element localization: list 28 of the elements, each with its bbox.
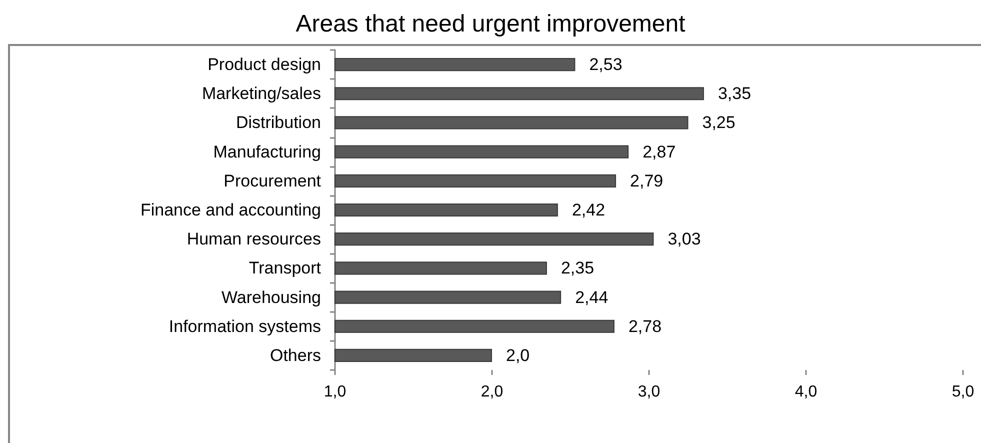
y-tick-label: Distribution bbox=[236, 113, 321, 132]
y-tick-label: Finance and accounting bbox=[140, 200, 321, 220]
y-tick-label: Product design bbox=[208, 55, 321, 74]
x-tick-label: 3,0 bbox=[638, 384, 660, 400]
x-tick-label: 2,0 bbox=[480, 384, 504, 400]
data-label: 3,25 bbox=[702, 113, 736, 132]
data-label: 2,44 bbox=[575, 288, 608, 307]
y-tick-label: Others bbox=[270, 346, 321, 365]
data-label: 3,35 bbox=[718, 84, 752, 104]
y-tick-label: Transport bbox=[248, 258, 322, 278]
data-label: 2,0 bbox=[506, 346, 530, 365]
chart-title: Areas that need urgent improvement bbox=[296, 10, 686, 38]
data-label: 2,42 bbox=[572, 200, 606, 220]
data-label: 2,53 bbox=[589, 55, 622, 74]
x-tick-label: 5,0 bbox=[952, 384, 974, 400]
y-tick-label: Warehousing bbox=[221, 288, 321, 307]
y-tick-label: Human resources bbox=[186, 230, 321, 249]
x-tick-label: 1,0 bbox=[324, 384, 346, 400]
data-label: 3,03 bbox=[668, 230, 701, 249]
x-tick-label: 4,0 bbox=[794, 384, 818, 400]
y-tick-label: Information systems bbox=[168, 316, 321, 336]
data-label: 2,87 bbox=[642, 142, 676, 162]
y-tick-label: Marketing/sales bbox=[202, 84, 321, 104]
data-label: 2,35 bbox=[560, 258, 594, 278]
y-tick-label: Manufacturing bbox=[213, 142, 321, 162]
y-tick-label: Procurement bbox=[224, 171, 322, 190]
data-label: 2,79 bbox=[630, 171, 664, 190]
data-label: 2,78 bbox=[628, 316, 662, 336]
